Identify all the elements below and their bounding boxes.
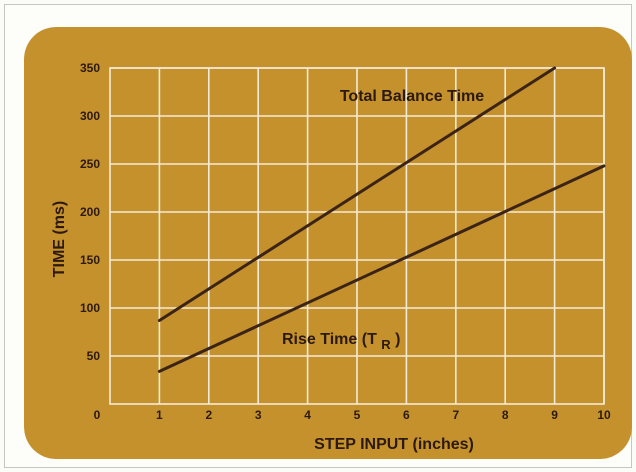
series-label-rise-time: Rise Time (T R ) xyxy=(282,331,400,353)
x-tick-label: 0 xyxy=(94,408,101,422)
x-tick-label: 8 xyxy=(502,408,509,422)
y-tick-label: 50 xyxy=(87,349,101,363)
rise-time-subscript: R xyxy=(381,337,391,352)
chart-panel: 50 100 150 200 250 300 350 0 1 2 3 4 5 6 7 8 9 10 TIME (m… xyxy=(24,27,632,459)
figure-frame: 50 100 150 200 250 300 350 0 1 2 3 4 5 6 7 8 9 10 TIME (m… xyxy=(4,4,632,468)
series-label-total-balance-time: Total Balance Time xyxy=(340,88,484,105)
y-tick-label: 200 xyxy=(80,205,100,219)
x-axis-label: STEP INPUT (inches) xyxy=(314,436,474,453)
x-tick-label: 5 xyxy=(354,408,361,422)
x-tick-label: 10 xyxy=(597,408,611,422)
y-tick-label: 100 xyxy=(80,301,100,315)
plot-border xyxy=(109,67,605,405)
x-tick-label: 9 xyxy=(551,408,558,422)
y-tick-label: 350 xyxy=(80,61,100,75)
y-tick-label: 150 xyxy=(80,253,100,267)
rise-time-suffix: ) xyxy=(395,331,400,348)
x-tick-label: 4 xyxy=(304,408,311,422)
y-axis-label: TIME (ms) xyxy=(51,201,68,277)
x-tick-label: 1 xyxy=(156,408,163,422)
line-layer xyxy=(157,66,606,373)
chart-svg: 50 100 150 200 250 300 350 0 1 2 3 4 5 6 7 8 9 10 TIME (m… xyxy=(24,27,632,459)
x-tick-label: 7 xyxy=(452,408,459,422)
panel-background xyxy=(24,27,632,459)
y-tick-label: 300 xyxy=(80,109,100,123)
y-tick-label: 250 xyxy=(80,157,100,171)
x-tick-label: 2 xyxy=(205,408,212,422)
x-tick-label: 6 xyxy=(403,408,410,422)
series-line-total-balance-time xyxy=(157,66,557,322)
x-tick-label: 3 xyxy=(255,408,262,422)
rise-time-main: Rise Time (T xyxy=(282,331,377,348)
series-line-rise-time xyxy=(157,164,606,373)
tick-layer: 50 100 150 200 250 300 350 0 1 2 3 4 5 6 7 8 9 10 xyxy=(80,61,611,422)
